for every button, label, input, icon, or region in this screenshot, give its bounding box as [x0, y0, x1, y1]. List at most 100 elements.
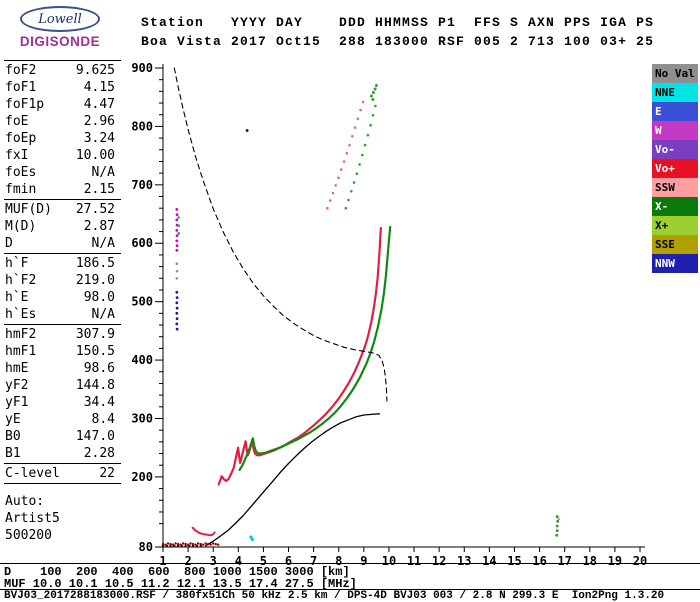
- parameter-row-ye: yE 8.4: [4, 411, 121, 428]
- series-spread-column-gray: [175, 277, 179, 280]
- parameter-label: hmE: [5, 361, 29, 376]
- x-tick-label: 6: [285, 554, 292, 568]
- series-second-hop-magenta: [345, 152, 349, 155]
- series-second-hop-magenta: [339, 168, 343, 171]
- series-green-cluster-top: [373, 87, 377, 91]
- x-tick-label: 15: [507, 554, 521, 568]
- legend-item-ssw: SSW: [652, 178, 698, 197]
- series-second-hop-magenta: [351, 135, 354, 138]
- series-noise-floor-red: [191, 542, 195, 546]
- series-second-hop-green: [363, 143, 367, 147]
- x-tick-label: 1: [159, 554, 166, 568]
- parameter-value: 9.625: [75, 63, 115, 78]
- parameter-group: C-level 22: [4, 464, 121, 484]
- series-spread-column-magenta: [175, 239, 179, 243]
- series-noise-floor-red: [174, 542, 177, 545]
- parameter-row-hmf1: hmF1 150.5: [4, 343, 121, 360]
- series-spread-column-navy: [175, 290, 179, 294]
- parameter-group: hmF2 307.9 hmF1 150.5 hmE 98.6 yF2 144.8 yF1 34.4…: [4, 325, 121, 464]
- series-noise-floor-black: [165, 544, 168, 547]
- series-spread-column-navy: [175, 327, 179, 331]
- parameter-label: M(D): [5, 219, 37, 234]
- legend-item-sse: SSE: [652, 235, 698, 254]
- series-noise-floor-red: [169, 542, 172, 546]
- series-noise-floor-black: [192, 544, 195, 547]
- parameter-label: yF2: [5, 378, 29, 393]
- parameter-value: 147.0: [75, 429, 115, 444]
- series-second-hop-green: [366, 133, 370, 137]
- series-interference-green-16-7: [555, 524, 559, 528]
- parameter-row-d: D N/A: [4, 235, 121, 252]
- series-noise-floor-black: [177, 544, 180, 547]
- y-tick-label: 500: [131, 295, 153, 309]
- series-black-speck: [245, 129, 249, 132]
- station-header: Station YYYY DAY DDD HHMMSS P1 FFS S AXN…: [141, 13, 654, 51]
- parameter-label: D: [5, 236, 13, 251]
- series-second-hop-magenta: [342, 160, 346, 163]
- parameter-row-hmf2: hmF2 307.9: [4, 326, 121, 343]
- series-second-hop-magenta: [359, 108, 362, 112]
- parameter-row-foe: foE 2.96: [4, 113, 121, 130]
- series-spread-column-magenta: [175, 218, 179, 222]
- parameter-label: foEs: [5, 165, 37, 180]
- series-spread-column-magenta: [175, 208, 179, 211]
- parameter-value: 144.8: [75, 378, 115, 393]
- series-noise-floor-red: [209, 543, 212, 546]
- x-tick-label: 2: [184, 554, 191, 568]
- y-tick-label: 400: [131, 353, 153, 367]
- series-noise-floor-red: [212, 542, 215, 545]
- parameter-label: h`F2: [5, 273, 37, 288]
- parameter-row-h-f2: h`F2 219.0: [4, 272, 121, 289]
- series-second-hop-magenta: [356, 117, 360, 121]
- series-noise-floor-black: [161, 544, 165, 547]
- series-o-mode-f-trace: [217, 227, 382, 486]
- series-interference-green-16-7: [555, 529, 559, 532]
- x-tick-label: 8: [335, 554, 342, 568]
- series-second-hop-magenta: [331, 191, 335, 195]
- series-noise-floor-black: [180, 544, 183, 547]
- parameter-value: 2.15: [83, 182, 115, 197]
- series-interference-green-16-7: [556, 519, 560, 523]
- series-e-region-trace: [191, 526, 216, 537]
- parameter-value: 3.24: [83, 131, 115, 146]
- series-noise-floor-red: [204, 542, 207, 545]
- series-noise-floor-red: [199, 542, 202, 546]
- y-tick-label: 200: [131, 470, 153, 484]
- series-muf-transmission-curve: [173, 67, 388, 402]
- parameter-row-b1: B1 2.28: [4, 445, 121, 462]
- series-spread-column-navy: [175, 317, 179, 320]
- echo-direction-legend: No Val NNE E W Vo- Vo+ SSW X- X+ SSE NNW: [652, 64, 698, 273]
- series-second-hop-green: [355, 172, 359, 175]
- x-tick-label: 14: [482, 554, 496, 568]
- series-interference-green-16-7: [555, 533, 559, 537]
- series-green-cluster-top: [374, 84, 378, 87]
- series-x-mode-f-trace: [238, 225, 392, 471]
- parameter-panel: foF2 9.625 foF1 4.15 foF1p 4.47 foE 2.96 foEp 3.2…: [4, 60, 121, 544]
- series-noise-floor-red: [202, 543, 205, 546]
- series-cyan-mark: [250, 537, 254, 541]
- x-tick-label: 13: [457, 554, 471, 568]
- series-noise-floor-black: [195, 544, 198, 547]
- series-noise-floor-black: [184, 544, 187, 547]
- parameter-label: yF1: [5, 395, 29, 410]
- series-spread-column-navy: [175, 311, 179, 315]
- parameter-label: foF1: [5, 80, 37, 95]
- parameter-label: B0: [5, 429, 21, 444]
- x-tick-label: 18: [583, 554, 597, 568]
- header-line2: Boa Vista 2017 Oct15 288 183000 RSF 005 …: [141, 34, 655, 49]
- y-tick-label: 800: [131, 119, 153, 133]
- series-true-height-profile: [205, 413, 381, 547]
- logo-oval: Lowell: [20, 6, 100, 32]
- parameter-value: 2.87: [83, 219, 115, 234]
- parameter-value: 10.00: [75, 148, 115, 163]
- series-spread-column-magenta: [175, 248, 179, 252]
- series-second-hop-green: [347, 198, 350, 202]
- series-second-hop-magenta: [348, 143, 351, 147]
- series-noise-floor-red: [181, 542, 185, 545]
- parameter-label: h`Es: [5, 307, 37, 322]
- series-spread-column-green: [177, 232, 181, 235]
- parameter-label: h`E: [5, 290, 29, 305]
- x-tick-label: 11: [407, 554, 421, 568]
